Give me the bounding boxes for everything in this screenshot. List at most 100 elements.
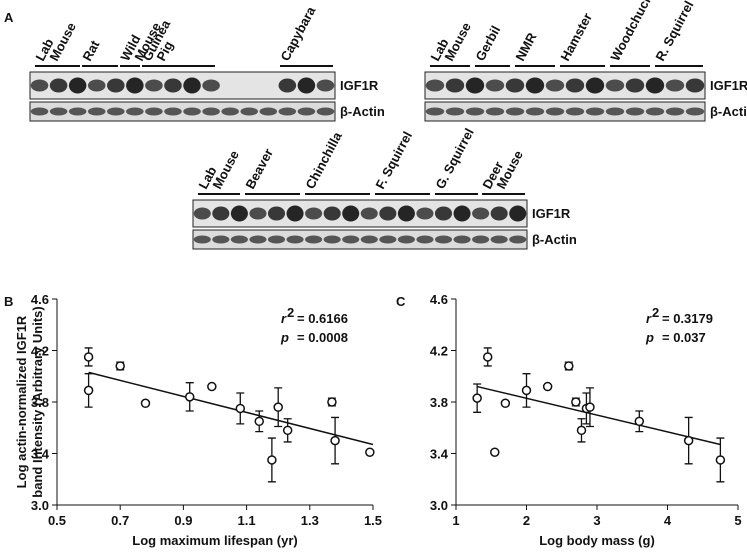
data-point [365,447,375,457]
blot-band [625,78,645,93]
data-point [683,435,694,446]
blot-band [342,205,360,222]
lane-label: Rat [79,37,102,63]
lane-label: Woodchuck [607,0,655,63]
blot-band [87,107,106,116]
blot-band [316,107,335,116]
panel-label: B [4,294,13,309]
blot-band [49,107,68,116]
blot-band [49,78,68,93]
stat-symbol: r [646,311,652,326]
blot-band [505,78,525,93]
blot-band [202,79,220,92]
blot-band [164,107,182,116]
x-axis-label: Log body mass (g) [539,533,655,548]
blot-band [416,207,434,220]
blot-band [425,107,445,116]
data-point [235,403,246,414]
blot-band [278,78,297,93]
x-tick-label: 0.7 [111,513,129,528]
x-tick-label: 1 [452,513,459,528]
blot-band [259,107,278,116]
blot-band [545,107,565,116]
lane-label: F. Squirrel [372,129,415,192]
blot-band [397,235,415,244]
blot-band [286,205,304,222]
stat-symbol: p [645,330,654,345]
blot-band [625,107,645,116]
blot-band [472,207,490,220]
data-point [83,352,94,362]
blot-row-label: IGF1R [710,78,747,93]
stat-value: = 0.6166 [297,311,348,326]
blot-membrane [192,199,528,228]
blot-band [490,206,508,221]
blot-band [126,77,144,94]
data-point [634,416,645,427]
blot-band [425,79,445,92]
blot-band [585,77,605,94]
blot-band [605,79,625,92]
blot-band [221,107,239,116]
lane-label: Beaver [242,146,276,191]
data-point [576,425,587,436]
lane-label: R. Squirrel [652,0,696,63]
lane-label: Chinchilla [302,129,345,192]
trendline [88,371,374,446]
blot-band [505,107,525,116]
blot-band [434,206,453,221]
blot-band [509,205,527,222]
panel-label: C [396,294,406,309]
lane-label: Hamster [557,10,595,63]
data-point [482,352,493,362]
y-tick-label: 3.0 [31,498,49,513]
blot-band [193,207,211,220]
blot-band [585,107,605,116]
y-tick-label: 3.8 [31,395,49,410]
stat-superscript: 2 [287,305,294,320]
y-axis-label: band Intensity (Arbitrary Units) [30,306,45,497]
blot-band [485,79,505,92]
blot-band [249,207,267,220]
blot-band [434,235,453,244]
x-tick-label: 1.3 [301,513,319,528]
stat-value: = 0.037 [662,330,706,345]
blot-band [145,79,163,92]
blot-band [453,205,471,222]
lane-label: Capybara [277,3,318,63]
blot-band [286,235,304,244]
blot-band [360,207,378,220]
blot-band [509,235,527,244]
blot-band [379,235,397,244]
data-point [330,435,340,446]
data-point [115,361,125,371]
stat-symbol: r [281,311,287,326]
x-tick-label: 1.1 [238,513,256,528]
blot-band [68,107,87,116]
blot-band [685,107,705,116]
blot-band [485,107,505,116]
blot-band [305,235,323,244]
data-point [585,402,595,412]
blot-band [565,78,585,93]
data-point [521,385,532,396]
blot-band [525,107,545,116]
blot-band [379,206,397,221]
blot-band [445,78,465,93]
blot-band [645,107,665,116]
blot-membrane [29,101,336,122]
blot-band [297,107,316,116]
blot-band [267,235,286,244]
data-point [490,447,500,457]
blot-band [212,235,230,244]
x-tick-label: 0.5 [48,513,66,528]
data-point [500,398,511,409]
blot-band [685,78,705,93]
data-point [140,398,151,409]
x-tick-label: 1.5 [364,513,382,528]
blot-band [360,235,378,244]
x-axis-label: Log maximum lifespan (yr) [132,533,297,548]
lane-label: G. Squirrel [432,126,476,192]
blot-band [465,77,485,94]
